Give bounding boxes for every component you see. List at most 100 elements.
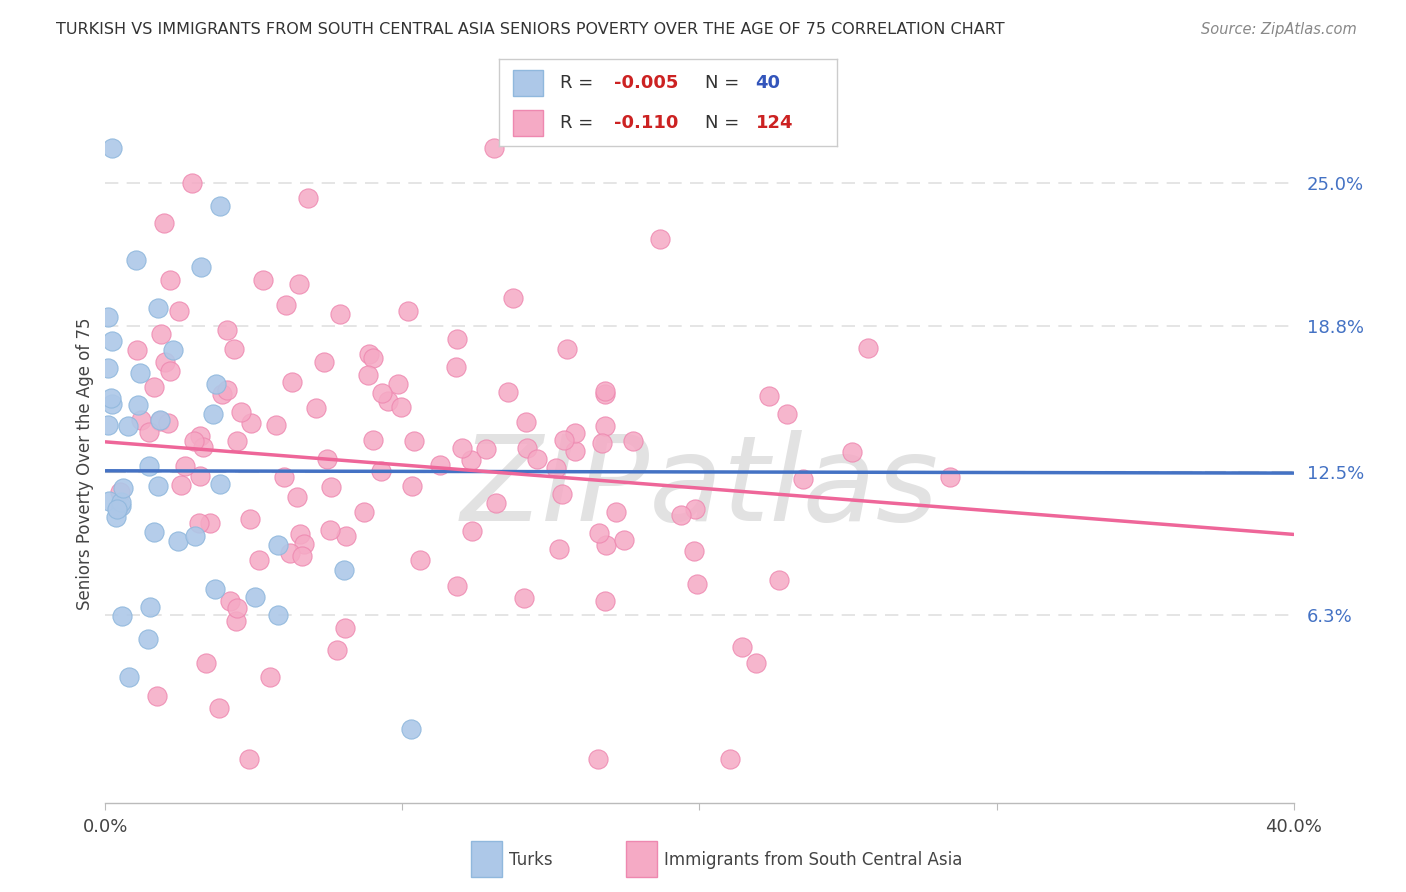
Y-axis label: Seniors Poverty Over the Age of 75: Seniors Poverty Over the Age of 75 — [76, 318, 94, 610]
Point — [125, 343, 148, 357]
Point — [335, 529, 357, 543]
Point — [267, 539, 290, 553]
Point — [548, 541, 571, 556]
Text: 124: 124 — [755, 113, 793, 132]
Text: -0.110: -0.110 — [614, 113, 678, 132]
Text: -0.005: -0.005 — [614, 74, 678, 93]
FancyBboxPatch shape — [513, 70, 543, 96]
Point — [108, 485, 131, 500]
Point — [117, 419, 139, 434]
Point — [107, 502, 129, 516]
Point — [129, 413, 152, 427]
Point — [167, 304, 190, 318]
Point — [149, 327, 172, 342]
Point — [139, 599, 162, 614]
Point — [97, 417, 120, 432]
Point — [101, 397, 124, 411]
Point — [841, 445, 863, 459]
Point — [297, 191, 319, 205]
Point — [215, 383, 238, 397]
Point — [512, 591, 534, 605]
Point — [153, 217, 176, 231]
Text: ZIPatlas: ZIPatlas — [460, 430, 939, 546]
Point — [208, 199, 231, 213]
Point — [685, 501, 707, 516]
Point — [285, 491, 308, 505]
Point — [555, 343, 578, 357]
Point — [329, 307, 352, 321]
Point — [731, 640, 754, 654]
Point — [515, 415, 537, 429]
Point — [482, 141, 505, 155]
Point — [446, 579, 468, 593]
Point — [290, 549, 312, 563]
Point — [650, 232, 672, 246]
Point — [97, 361, 120, 376]
Text: N =: N = — [704, 113, 745, 132]
Point — [252, 273, 274, 287]
Point — [127, 399, 149, 413]
Point — [314, 355, 336, 369]
Point — [188, 516, 211, 530]
Point — [225, 600, 247, 615]
Point — [174, 458, 197, 473]
Point — [190, 260, 212, 275]
Point — [502, 291, 524, 305]
Point — [101, 334, 124, 349]
Point — [460, 453, 482, 467]
Point — [129, 366, 152, 380]
Point — [153, 355, 176, 369]
Point — [768, 573, 790, 587]
Point — [278, 546, 301, 560]
Point — [138, 425, 160, 440]
Point — [605, 505, 627, 519]
Point — [156, 416, 179, 430]
Point — [387, 377, 409, 392]
Point — [136, 632, 159, 647]
Point — [207, 700, 229, 714]
Text: Source: ZipAtlas.com: Source: ZipAtlas.com — [1201, 22, 1357, 37]
Point — [593, 593, 616, 607]
Point — [198, 516, 221, 530]
Point — [461, 524, 484, 539]
Point — [170, 477, 193, 491]
Point — [613, 533, 636, 548]
Point — [551, 487, 574, 501]
Point — [226, 434, 249, 448]
Point — [363, 351, 385, 366]
Point — [138, 458, 160, 473]
Point — [205, 376, 228, 391]
Point — [588, 525, 610, 540]
Point — [292, 537, 315, 551]
Point — [146, 689, 169, 703]
Point — [396, 304, 419, 318]
Text: R =: R = — [560, 74, 599, 93]
Point — [125, 252, 148, 267]
Text: TURKISH VS IMMIGRANTS FROM SOUTH CENTRAL ASIA SENIORS POVERTY OVER THE AGE OF 75: TURKISH VS IMMIGRANTS FROM SOUTH CENTRAL… — [56, 22, 1005, 37]
Point — [595, 538, 617, 552]
Point — [553, 433, 575, 447]
Point — [159, 363, 181, 377]
Point — [564, 426, 586, 441]
Point — [526, 452, 548, 467]
Point — [97, 310, 120, 324]
Point — [117, 670, 139, 684]
Point — [111, 609, 134, 624]
Point — [402, 434, 425, 449]
Point — [149, 413, 172, 427]
Point — [259, 669, 281, 683]
Point — [247, 553, 270, 567]
Point — [359, 347, 381, 361]
Point — [190, 469, 212, 483]
Text: Immigrants from South Central Asia: Immigrants from South Central Asia — [664, 851, 962, 869]
Point — [162, 343, 184, 358]
Point — [218, 594, 240, 608]
Point — [389, 400, 412, 414]
Point — [204, 582, 226, 597]
Point — [401, 479, 423, 493]
Point — [361, 433, 384, 447]
Point — [264, 418, 287, 433]
Point — [516, 442, 538, 456]
Point — [143, 380, 166, 394]
Point — [446, 360, 468, 375]
